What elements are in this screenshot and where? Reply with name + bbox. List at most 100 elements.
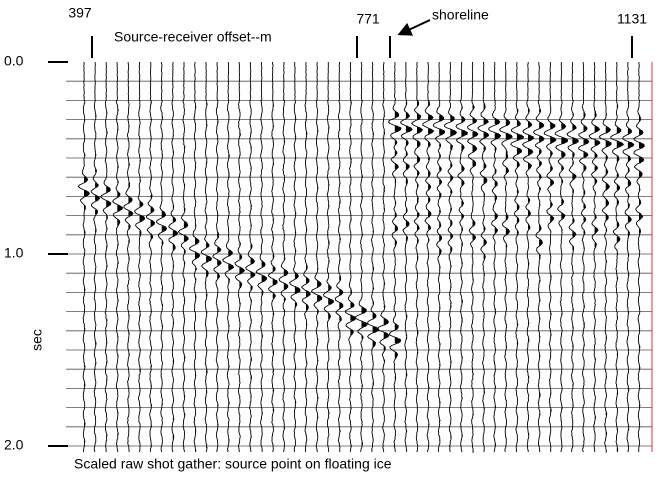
trace (598, 61, 612, 453)
trace-fill (128, 125, 133, 356)
trace-fill (516, 109, 524, 345)
trace-fill (539, 109, 544, 416)
trace (610, 61, 625, 453)
trace-fill (150, 101, 155, 447)
trace (134, 61, 146, 453)
trace-fill (405, 101, 413, 432)
trace-fill (461, 106, 468, 437)
trace-fill (494, 118, 501, 446)
trace (289, 61, 301, 452)
trace-fill (228, 154, 234, 441)
trace (410, 61, 423, 453)
trace-fill (627, 101, 634, 431)
trace-fill (439, 115, 445, 441)
trace (554, 61, 569, 453)
trace (323, 62, 335, 452)
trace (177, 62, 189, 453)
trace (212, 62, 222, 453)
trace-fill (294, 118, 301, 404)
annotation: shoreline (432, 7, 489, 23)
trace (77, 61, 90, 453)
trace (90, 61, 100, 453)
trace-fill (139, 160, 145, 372)
trace (488, 61, 502, 453)
trace-fill (283, 140, 288, 429)
trace-fill (561, 122, 568, 410)
trace (112, 61, 124, 453)
trace-fill (206, 103, 212, 449)
trace-fill (95, 115, 100, 365)
trace (499, 62, 513, 453)
trace-fill (594, 110, 600, 419)
trace (354, 61, 368, 453)
trace (633, 61, 645, 453)
trace (467, 62, 479, 453)
trace (377, 62, 390, 453)
trace (578, 61, 590, 453)
trace (533, 62, 545, 453)
offset-label: 1131 (617, 11, 647, 27)
title-bg (110, 28, 330, 48)
trace-fill (616, 104, 624, 452)
trace (432, 61, 446, 453)
trace-fill (84, 119, 90, 443)
trace-fill (528, 109, 534, 435)
offset-label: 397 (68, 5, 92, 21)
trace-fill (383, 115, 389, 362)
trace-fill (172, 151, 178, 440)
trace-fill (505, 119, 513, 348)
trace (168, 61, 179, 453)
trace (100, 61, 112, 453)
trace (588, 62, 601, 452)
trace-fill (250, 131, 255, 438)
trace (387, 61, 402, 453)
trace-fill (328, 127, 334, 414)
trace-fill (483, 103, 489, 410)
trace-fill (117, 109, 123, 435)
trace (522, 62, 534, 452)
trace (344, 61, 357, 453)
trace-fill (472, 104, 478, 453)
y-axis-label: sec (29, 329, 45, 351)
trace-fill (372, 133, 379, 386)
y-tick-label: 1.0 (4, 245, 24, 261)
trace-fill (605, 113, 612, 453)
trace-fill (183, 146, 189, 416)
trace-fill (272, 104, 278, 411)
trace-fill (339, 182, 343, 432)
trace-fill (572, 113, 579, 407)
trace-fill (239, 133, 245, 305)
trace-fill (639, 115, 645, 407)
trace-fill (161, 116, 167, 405)
trace-fill (361, 100, 368, 446)
trace-fill (583, 112, 589, 347)
trace (310, 61, 323, 453)
trace (444, 61, 458, 453)
trace-fill (417, 100, 423, 354)
gather (66, 61, 652, 453)
title: Source-receiver offset--m (114, 29, 272, 45)
trace (145, 61, 156, 453)
trace-fill (195, 106, 200, 452)
trace-fill (261, 260, 267, 414)
trace-fill (394, 110, 401, 417)
trace (255, 61, 268, 453)
trace (278, 61, 289, 453)
trace-fill (550, 122, 556, 413)
annotation-arrow (397, 19, 431, 36)
trace-fill (217, 121, 222, 426)
trace (510, 61, 525, 453)
trace (622, 61, 635, 453)
trace (400, 61, 413, 453)
trace (221, 61, 235, 453)
trace (543, 61, 557, 453)
trace-fill (317, 130, 322, 419)
offset-label: 771 (356, 11, 380, 27)
trace-fill (350, 101, 357, 447)
trace (366, 61, 379, 453)
trace-fill (106, 112, 111, 437)
trace (123, 62, 134, 453)
caption: Scaled raw shot gather: source point on … (74, 456, 392, 472)
